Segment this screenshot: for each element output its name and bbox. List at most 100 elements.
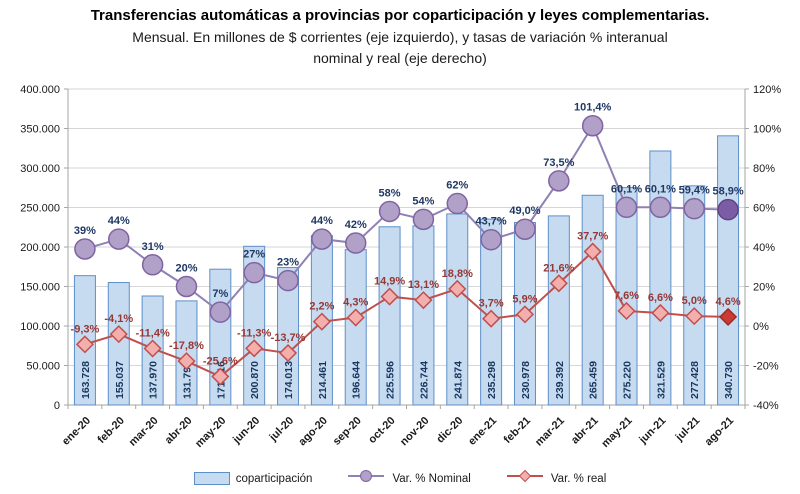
real-marker-may-20 <box>211 367 230 386</box>
bar-value-label: 277.428 <box>689 361 701 399</box>
real-marker-ago-21 <box>719 307 738 326</box>
legend-item-var-nominal: Var. % Nominal <box>346 469 471 488</box>
legend-diamond-marker <box>518 469 532 483</box>
x-axis-label-oct-20: oct-20 <box>366 415 397 446</box>
real-marker-mar-20 <box>143 339 162 358</box>
x-axis-label-jul-21: jul-21 <box>673 415 703 445</box>
bar-oct-20 <box>378 226 401 406</box>
real-value-label: -11,4% <box>136 328 170 340</box>
x-axis-label-ene-20: ene-20 <box>60 415 93 448</box>
real-marker-feb-21 <box>515 305 535 324</box>
real-value-label: -13,7% <box>271 332 306 344</box>
real-marker-ago-20 <box>312 312 331 331</box>
real-value-label: 21,6% <box>543 262 574 274</box>
bar-value-label: 163.728 <box>80 361 92 399</box>
nominal-marker-abr-20 <box>175 275 198 298</box>
left-axis-tick-label: 50.000 <box>26 361 60 373</box>
real-marker-jun-21 <box>651 303 670 323</box>
right-axis-tick-label: 60% <box>753 203 775 215</box>
nominal-marker-oct-20 <box>378 200 401 223</box>
right-axis-tick-label: 80% <box>753 163 775 175</box>
bar-may-21 <box>615 187 638 406</box>
bar-value-label: 214.461 <box>317 361 329 399</box>
nominal-marker-mar-20 <box>141 254 164 276</box>
real-value-label: -4,1% <box>104 313 133 325</box>
legend-label-coparticipacion: coparticipación <box>235 472 313 485</box>
right-axis-tick-label: -20% <box>753 361 779 373</box>
nominal-value-label: 60,1% <box>645 183 676 195</box>
bar-value-label: 241.874 <box>452 361 464 399</box>
bar-swatch-icon <box>193 472 230 485</box>
nominal-marker-jul-21 <box>683 197 705 220</box>
left-axis-tick-label: 0 <box>54 400 60 412</box>
nominal-value-label: 73,5% <box>543 157 574 169</box>
nominal-value-label: 58% <box>379 187 401 199</box>
nominal-value-label: 49,0% <box>509 205 540 217</box>
x-axis-label-feb-20: feb-20 <box>95 415 126 446</box>
nominal-marker-abr-21 <box>581 114 604 137</box>
legend-item-coparticipacion: coparticipación <box>193 472 313 485</box>
real-value-label: 2,2% <box>309 301 334 313</box>
real-marker-jul-21 <box>685 307 704 326</box>
bar-value-label: 340.730 <box>723 361 735 399</box>
x-axis-label-jun-20: jun-20 <box>230 415 262 447</box>
x-axis-label-dic-20: dic-20 <box>434 415 465 446</box>
nominal-marker-ago-20 <box>311 228 333 250</box>
nominal-value-label: 23% <box>277 257 299 269</box>
bar-value-label: 131.791 <box>181 361 193 399</box>
real-marker-may-21 <box>617 301 636 321</box>
nominal-marker-ago-21 <box>717 198 739 221</box>
nominal-value-label: 20% <box>175 263 197 275</box>
real-value-label: -9,3% <box>71 323 100 335</box>
left-axis-tick-label: 250.000 <box>20 203 60 215</box>
right-axis-tick-label: 100% <box>753 124 781 136</box>
real-marker-jun-20 <box>245 339 264 358</box>
bar-value-label: 174.013 <box>283 361 295 399</box>
left-axis-tick-label: 200.000 <box>20 242 60 254</box>
real-value-label: -11,3% <box>237 327 271 339</box>
left-axis-tick-label: 350.000 <box>20 124 60 136</box>
bar-value-label: 200.870 <box>249 361 261 399</box>
x-axis-label-may-20: may-20 <box>193 415 228 450</box>
nominal-value-label: 43,7% <box>476 216 507 228</box>
legend-circle-marker <box>360 470 373 482</box>
nominal-value-label: 42% <box>345 219 367 231</box>
nominal-marker-dic-20 <box>446 192 469 215</box>
real-value-label: 3,7% <box>479 298 504 310</box>
chart-title: Transferencias automáticas a provincias … <box>90 7 710 24</box>
chart-header: Transferencias automáticas a provincias … <box>0 0 800 69</box>
left-axis-tick-label: 100.000 <box>20 321 60 333</box>
real-value-label: 18,8% <box>442 268 473 280</box>
x-axis-label-ago-21: ago-21 <box>703 415 737 449</box>
right-axis-tick-label: 120% <box>753 84 781 96</box>
x-axis-label-abr-20: abr-20 <box>163 415 195 447</box>
right-axis-tick-label: 0% <box>753 321 769 333</box>
real-marker-abr-21 <box>583 242 602 261</box>
left-axis-tick-label: 400.000 <box>20 84 60 96</box>
x-axis-label-mar-21: mar-21 <box>533 415 567 449</box>
legend-label-var-nominal: Var. % Nominal <box>392 472 471 485</box>
x-axis-label-nov-20: nov-20 <box>398 415 432 449</box>
nominal-value-label: 31% <box>142 241 164 253</box>
real-value-label: -17,8% <box>169 340 204 352</box>
x-axis-label-may-21: may-21 <box>599 415 634 450</box>
bar-feb-20 <box>107 282 130 406</box>
bar-abr-21 <box>581 194 604 406</box>
real-marker-ene-21 <box>482 309 501 328</box>
bar-value-label: 265.459 <box>588 361 600 399</box>
bar-value-label: 235.298 <box>486 361 498 399</box>
nominal-marker-sep-20 <box>344 232 367 254</box>
real-marker-nov-20 <box>414 291 433 310</box>
x-axis-label-sep-20: sep-20 <box>331 415 364 448</box>
bar-value-label: 230.978 <box>520 361 532 399</box>
nominal-marker-feb-20 <box>108 228 130 250</box>
legend-label-var-real: Var. % real <box>550 472 607 485</box>
real-value-label: 4,6% <box>716 296 741 308</box>
x-axis-label-mar-20: mar-20 <box>127 415 161 449</box>
real-marker-jul-20 <box>278 343 298 363</box>
real-value-label: 6,6% <box>648 292 673 304</box>
circle-line-swatch-icon <box>346 469 386 488</box>
nominal-value-label: 58,9% <box>712 186 743 198</box>
real-value-label: 7,6% <box>614 290 639 302</box>
